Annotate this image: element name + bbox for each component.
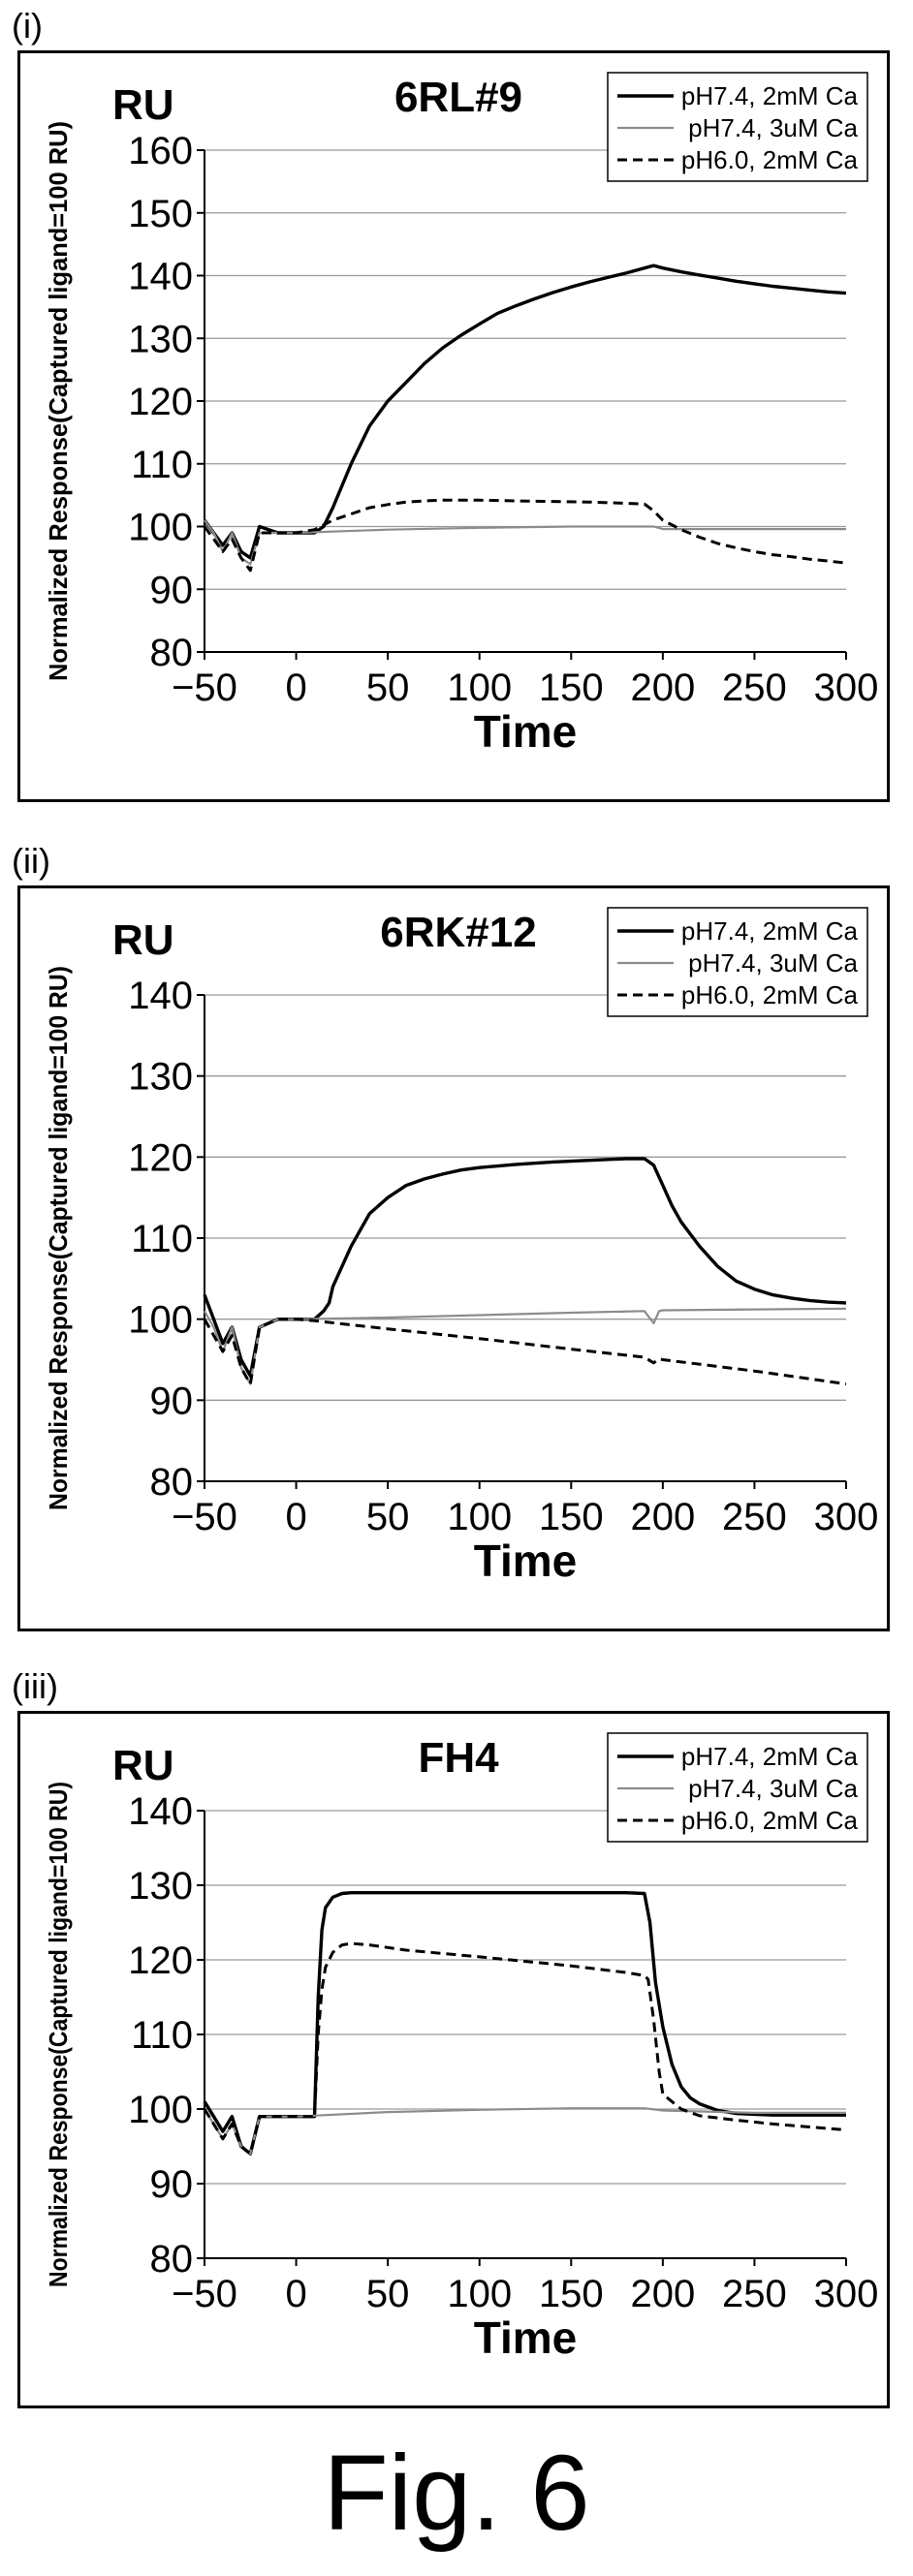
y-tick-label: 140: [128, 975, 193, 1017]
x-tick-label: 150: [539, 1496, 604, 1538]
x-tick-label: 250: [722, 667, 787, 709]
y-tick-label: 120: [128, 381, 193, 423]
series-line-dashed: [203, 1318, 847, 1386]
legend-label: pH7.4, 2mM Ca: [681, 81, 859, 110]
legend-label: pH7.4, 3uM Ca: [688, 113, 858, 142]
x-tick-label: 150: [539, 667, 604, 709]
chart-panel-ii: 80 90 100 110 120 130 140 −50 0 50 100 150 200 250 300…: [17, 885, 890, 1631]
x-tick-label: 300: [814, 1496, 879, 1538]
legend-label: pH6.0, 2mM Ca: [681, 145, 859, 174]
y-tick-label: 130: [128, 1865, 193, 1908]
y-tick-label: 80: [150, 1461, 194, 1504]
chart-title: 6RL#9: [394, 74, 522, 121]
y-tick-label: 100: [128, 2089, 193, 2131]
x-tick-label: 250: [722, 2273, 787, 2315]
series-line-solid-light: [204, 1307, 847, 1385]
x-tick-label: 0: [285, 667, 306, 709]
y-tick-label: 110: [131, 444, 193, 486]
x-tick-label: 50: [366, 2273, 410, 2315]
series-line-solid-dark: [203, 264, 847, 560]
x-tick-label: 300: [814, 2273, 879, 2315]
series-line-dashed: [203, 498, 847, 573]
legend-label: pH7.4, 3uM Ca: [688, 1774, 858, 1803]
y-tick-label: 130: [128, 318, 193, 360]
legend-label: pH7.4, 2mM Ca: [681, 1742, 859, 1771]
x-axis-title: Time: [474, 706, 578, 757]
x-tick-label: 200: [630, 2273, 695, 2315]
chart-svg-fh4: 80 90 100 110 120 130 140 −50 0 50 100 150 200 250 300…: [44, 1732, 879, 2363]
y-tick-label: 120: [128, 1940, 193, 1982]
x-tick-label: 50: [366, 1496, 410, 1538]
panel-label-i: (i): [12, 6, 43, 46]
y-tick-label: 110: [131, 2014, 193, 2057]
unit-label: RU: [112, 1742, 174, 1789]
x-axis-title: Time: [474, 1536, 578, 1586]
y-tick-label: 100: [128, 1299, 193, 1342]
y-tick-label: 90: [150, 1380, 194, 1422]
y-tick-label: 80: [150, 632, 194, 674]
y-tick-label: 110: [131, 1218, 193, 1260]
figure-caption: Fig. 6: [323, 2434, 590, 2553]
legend-label: pH6.0, 2mM Ca: [681, 980, 859, 1009]
y-tick-label: 90: [150, 2163, 194, 2206]
y-tick-label: 130: [128, 1056, 193, 1099]
x-axis-title: Time: [474, 2312, 578, 2363]
chart-svg-6rk12: 80 90 100 110 120 130 140 −50 0 50 100 150 200 250 300…: [44, 907, 879, 1586]
chart-title: 6RK#12: [380, 909, 536, 956]
unit-label: RU: [112, 81, 174, 129]
y-tick-label: 120: [128, 1136, 193, 1179]
x-tick-label: −50: [172, 1496, 237, 1538]
series-line-solid-dark: [203, 1890, 846, 2156]
x-tick-label: 0: [285, 1496, 306, 1538]
y-axis-title: Normalized Response(Captured ligand=100 …: [44, 966, 73, 1510]
chart-panel-i: 80 90 100 110 120 130 140 150 160 −50 0 50 100 150 200…: [17, 50, 890, 802]
y-tick-label: 100: [128, 507, 193, 549]
y-axis-title: Normalized Response(Captured ligand=100 …: [44, 121, 73, 681]
x-tick-label: 100: [447, 667, 512, 709]
series-line-dashed: [203, 1941, 847, 2156]
x-tick-label: −50: [172, 667, 237, 709]
chart-svg-6rl9: 80 90 100 110 120 130 140 150 160 −50 0 50 100 150 200…: [44, 72, 879, 757]
y-tick-label: 140: [128, 1790, 193, 1833]
legend-label: pH6.0, 2mM Ca: [681, 1806, 859, 1835]
panel-label-iii: (iii): [12, 1666, 58, 1706]
x-tick-label: 250: [722, 1496, 787, 1538]
x-tick-label: 100: [447, 1496, 512, 1538]
legend-label: pH7.4, 2mM Ca: [681, 916, 859, 946]
legend-label: pH7.4, 3uM Ca: [688, 948, 858, 978]
y-tick-label: 160: [128, 130, 193, 172]
y-tick-label: 150: [128, 193, 193, 235]
series-line-solid-light: [204, 2107, 846, 2156]
chart-panel-iii: 80 90 100 110 120 130 140 −50 0 50 100 150 200 250 300…: [17, 1711, 890, 2408]
y-tick-label: 80: [150, 2238, 194, 2281]
panel-label-ii: (ii): [12, 841, 50, 881]
x-tick-label: 0: [285, 2273, 306, 2315]
x-tick-label: 50: [366, 667, 410, 709]
x-tick-label: 100: [447, 2273, 512, 2315]
y-tick-label: 90: [150, 569, 194, 611]
x-tick-label: 200: [630, 667, 695, 709]
x-tick-label: 200: [630, 1496, 695, 1538]
x-tick-label: −50: [172, 2273, 237, 2315]
y-axis-title: Normalized Response(Captured ligand=100 …: [44, 1782, 73, 2287]
x-tick-label: 150: [539, 2273, 604, 2315]
unit-label: RU: [112, 916, 174, 964]
chart-title: FH4: [418, 1734, 499, 1782]
series-line-solid-light: [204, 519, 846, 566]
x-tick-label: 300: [814, 667, 879, 709]
y-tick-label: 140: [128, 256, 193, 298]
